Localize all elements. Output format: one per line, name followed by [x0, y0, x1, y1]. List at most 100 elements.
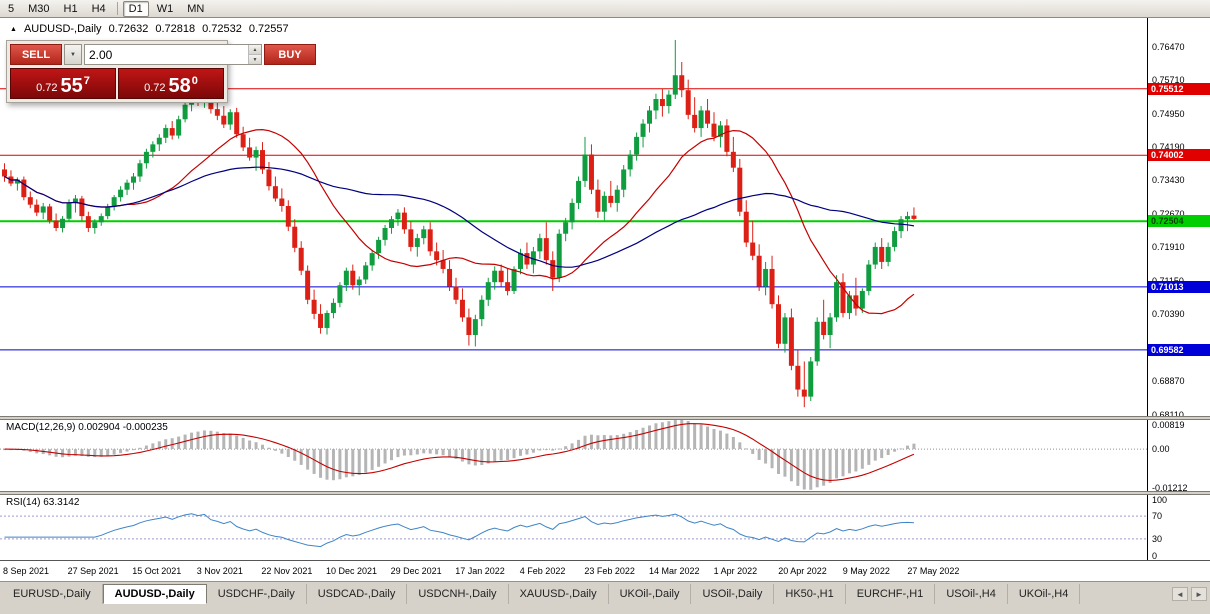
price-axis-tick: 0.71910: [1152, 242, 1185, 253]
stepper-down-icon[interactable]: ▼: [249, 55, 261, 64]
time-axis-label: 20 Apr 2022: [778, 566, 827, 576]
macd-pane[interactable]: MACD(12,26,9) 0.002904 -0.000235: [0, 420, 1148, 491]
time-axis-label: 27 Sep 2021: [67, 566, 119, 576]
stepper-up-icon[interactable]: ▲: [249, 45, 261, 55]
timeframe-button-mn[interactable]: MN: [187, 2, 205, 15]
bid-prefix: 0.72: [36, 82, 58, 94]
time-axis-label: 4 Feb 2022: [519, 566, 566, 576]
volume-dropdown-button[interactable]: ▼: [64, 44, 82, 65]
tab-scroll-right-button[interactable]: ►: [1191, 587, 1207, 601]
pane-splitter[interactable]: [0, 416, 1210, 420]
rsi-axis-tick: 70: [1152, 511, 1163, 522]
time-axis-label: 29 Dec 2021: [390, 566, 442, 576]
macd-axis-tick: 0.00819: [1152, 420, 1185, 430]
tab-ukoil-daily[interactable]: UKOil-,Daily: [609, 584, 692, 604]
sell-button[interactable]: SELL: [10, 44, 62, 65]
ask-prefix: 0.72: [144, 82, 166, 94]
rsi-axis-tick: 30: [1152, 533, 1163, 544]
toolbar-separator: [116, 2, 118, 15]
time-axis-label: 27 May 2022: [907, 566, 960, 576]
price-axis-tick: 0.68870: [1152, 376, 1185, 387]
price-level-label: 0.75512: [1148, 82, 1210, 95]
tab-usoil-daily[interactable]: USOil-,Daily: [691, 584, 775, 604]
rsi-axis: 100 70 30 0: [1148, 495, 1210, 560]
chart-title: ▲ AUDUSD-,Daily 0.72632 0.72818 0.72532 …: [10, 23, 289, 35]
bid-price-box[interactable]: 0.72 55 7: [10, 68, 116, 99]
ask-big-digits: 58: [168, 75, 191, 97]
tab-scroll-controls: ◄ ►: [1172, 587, 1207, 601]
time-axis-label: 9 May 2022: [842, 566, 890, 576]
time-axis-label: 22 Nov 2021: [261, 566, 313, 576]
price-level-label: 0.72504: [1148, 215, 1210, 228]
time-axis-label: 14 Mar 2022: [649, 566, 700, 576]
tab-eurusd-daily[interactable]: EURUSD-,Daily: [2, 584, 103, 604]
time-axis-label: 23 Feb 2022: [584, 566, 635, 576]
ohlc-open: 0.72632: [108, 23, 149, 35]
volume-input[interactable]: [85, 45, 248, 64]
price-level-label: 0.69582: [1148, 343, 1210, 356]
time-axis-label: 15 Oct 2021: [132, 566, 182, 576]
tab-hk50-h1[interactable]: HK50-,H1: [774, 584, 846, 604]
tab-usdcnh-daily[interactable]: USDCNH-,Daily: [407, 584, 509, 604]
tab-audusd-daily[interactable]: AUDUSD-,Daily: [102, 584, 207, 604]
macd-axis-tick: 0.00: [1152, 444, 1170, 455]
price-axis-tick: 0.71150: [1152, 276, 1184, 286]
macd-chart: [0, 420, 1147, 490]
volume-stepper: ▲ ▼: [248, 45, 261, 64]
time-axis-label: 3 Nov 2021: [196, 566, 243, 576]
price-axis-tick: 0.75710: [1152, 75, 1185, 86]
rsi-chart: [0, 513, 1147, 548]
price-axis-tick: 0.70390: [1152, 309, 1185, 320]
price-chart-pane[interactable]: ▲ AUDUSD-,Daily 0.72632 0.72818 0.72532 …: [0, 18, 1148, 416]
candlestick-chart[interactable]: [0, 18, 1147, 416]
buy-button[interactable]: BUY: [264, 44, 316, 65]
tab-usoil-h4[interactable]: USOil-,H4: [935, 584, 1008, 604]
tab-usdcad-daily[interactable]: USDCAD-,Daily: [307, 584, 408, 604]
macd-axis-tick: -0.01212: [1152, 482, 1188, 491]
macd-label: MACD(12,26,9) 0.002904 -0.000235: [6, 422, 168, 433]
time-axis-label: 8 Sep 2021: [3, 566, 50, 576]
ask-price-box[interactable]: 0.72 58 0: [118, 68, 224, 99]
price-axis-tick: 0.74950: [1152, 108, 1185, 119]
one-click-trade-panel: SELL ▼ ▲ ▼ BUY 0.72: [6, 40, 316, 103]
ohlc-low: 0.72532: [202, 23, 242, 35]
timeframe-toolbar: 5 M30 H1 H4 D1 W1 MN: [0, 0, 1210, 18]
timeframe-button-w1[interactable]: W1: [156, 2, 174, 15]
bid-big-digits: 55: [60, 75, 83, 97]
price-axis-tick: 0.74190: [1152, 141, 1185, 152]
ohlc-high: 0.72818: [155, 23, 196, 35]
volume-field-wrap: ▲ ▼: [84, 44, 262, 65]
time-axis-label: 17 Jan 2022: [455, 566, 505, 576]
rsi-pane[interactable]: RSI(14) 63.3142: [0, 495, 1148, 560]
price-axis-tick: 0.73430: [1152, 175, 1185, 186]
price-level-label: 0.71013: [1148, 280, 1210, 293]
price-axis-tick: 0.76470: [1152, 41, 1185, 52]
bid-pip-digit: 7: [83, 75, 90, 87]
tab-scroll-left-button[interactable]: ◄: [1172, 587, 1188, 601]
tab-eurchf-h1[interactable]: EURCHF-,H1: [846, 584, 936, 604]
time-axis-label: 10 Dec 2021: [326, 566, 378, 576]
chart-symbol-label: AUDUSD-,Daily: [23, 23, 102, 35]
macd-axis: 0.00819 0.00 -0.01212: [1148, 420, 1210, 491]
timeframe-button-m30[interactable]: M30: [28, 2, 50, 15]
timeframe-button-h4[interactable]: H4: [91, 2, 106, 15]
chart-tab-bar: EURUSD-,Daily AUDUSD-,Daily USDCHF-,Daily U…: [0, 581, 1210, 614]
tab-xauusd-daily[interactable]: XAUUSD-,Daily: [509, 584, 609, 604]
rsi-axis-tick: 0: [1152, 551, 1158, 560]
timeframe-button-h1[interactable]: H1: [63, 2, 78, 15]
time-axis[interactable]: 8 Sep 2021 27 Sep 2021 15 Oct 2021 3 Nov 20…: [0, 560, 1210, 581]
timeframe-button-5[interactable]: 5: [8, 2, 15, 15]
chart-window: ▲ AUDUSD-,Daily 0.72632 0.72818 0.72532 …: [0, 18, 1210, 581]
chart-tabs: EURUSD-,Daily AUDUSD-,Daily USDCHF-,Daily U…: [0, 584, 1210, 604]
tab-usdchf-daily[interactable]: USDCHF-,Daily: [207, 584, 307, 604]
ohlc-close: 0.72557: [248, 23, 289, 35]
chart-marker-icon: ▲: [10, 26, 17, 33]
price-level-label: 0.74002: [1148, 149, 1210, 162]
price-axis[interactable]: 0.76470 0.75710 0.74950 0.74190 0.73430 0.726…: [1148, 18, 1210, 416]
tab-ukoil-h4[interactable]: UKOil-,H4: [1008, 584, 1081, 604]
timeframe-button-d1[interactable]: D1: [122, 0, 149, 17]
time-axis-label: 1 Apr 2022: [713, 566, 758, 576]
pane-splitter[interactable]: [0, 491, 1210, 495]
rsi-axis-tick: 100: [1152, 495, 1168, 505]
